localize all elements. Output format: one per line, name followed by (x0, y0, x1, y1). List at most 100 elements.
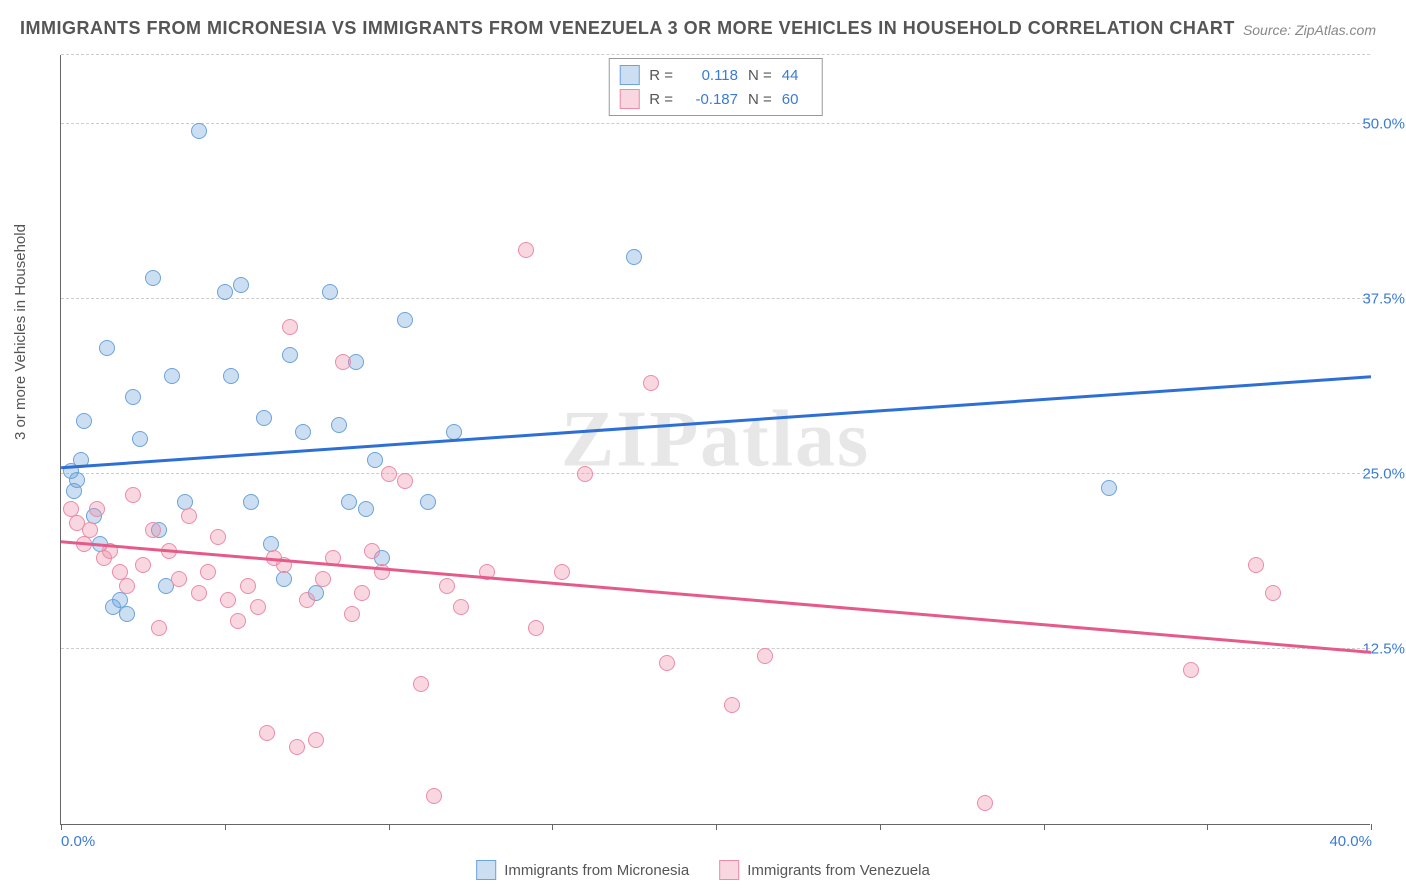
data-point (181, 508, 197, 524)
data-point (367, 452, 383, 468)
data-point (289, 739, 305, 755)
gridline (61, 54, 1370, 55)
data-point (233, 277, 249, 293)
gridline (61, 123, 1370, 124)
data-point (99, 340, 115, 356)
data-point (171, 571, 187, 587)
x-tick (880, 824, 881, 830)
data-point (308, 732, 324, 748)
data-point (358, 501, 374, 517)
gridline (61, 648, 1370, 649)
r-value: -0.187 (683, 91, 738, 108)
data-point (554, 564, 570, 580)
data-point (276, 571, 292, 587)
y-tick-label: 25.0% (1345, 466, 1405, 483)
n-value: 60 (782, 91, 812, 108)
data-point (397, 312, 413, 328)
r-label: R = (649, 67, 673, 84)
x-tick (1044, 824, 1045, 830)
data-point (643, 375, 659, 391)
data-point (413, 676, 429, 692)
y-axis-label: 3 or more Vehicles in Household (12, 224, 29, 440)
legend-item: Immigrants from Micronesia (476, 860, 689, 880)
data-point (164, 368, 180, 384)
data-point (439, 578, 455, 594)
n-label: N = (748, 67, 772, 84)
watermark-text: ZIPatlas (561, 394, 870, 485)
data-point (1248, 557, 1264, 573)
legend-item: Immigrants from Venezuela (719, 860, 930, 880)
data-point (344, 606, 360, 622)
data-point (1265, 585, 1281, 601)
stats-row: R =-0.187N =60 (619, 87, 812, 111)
data-point (223, 368, 239, 384)
legend-swatch (719, 860, 739, 880)
data-point (426, 788, 442, 804)
legend-swatch (476, 860, 496, 880)
data-point (69, 472, 85, 488)
data-point (322, 284, 338, 300)
data-point (191, 123, 207, 139)
data-point (217, 284, 233, 300)
data-point (125, 487, 141, 503)
data-point (151, 620, 167, 636)
x-axis-min-label: 0.0% (61, 833, 95, 850)
data-point (354, 585, 370, 601)
data-point (364, 543, 380, 559)
legend-swatch (619, 65, 639, 85)
data-point (119, 578, 135, 594)
data-point (145, 270, 161, 286)
x-tick (389, 824, 390, 830)
x-tick (716, 824, 717, 830)
data-point (230, 613, 246, 629)
y-tick-label: 50.0% (1345, 116, 1405, 133)
x-tick (225, 824, 226, 830)
data-point (282, 347, 298, 363)
source-citation: Source: ZipAtlas.com (1243, 22, 1376, 38)
legend-swatch (619, 89, 639, 109)
x-tick (61, 824, 62, 830)
n-value: 44 (782, 67, 812, 84)
data-point (420, 494, 436, 510)
data-point (1183, 662, 1199, 678)
data-point (659, 655, 675, 671)
data-point (295, 424, 311, 440)
data-point (89, 501, 105, 517)
data-point (518, 242, 534, 258)
data-point (256, 410, 272, 426)
data-point (119, 606, 135, 622)
data-point (125, 389, 141, 405)
data-point (259, 725, 275, 741)
data-point (220, 592, 236, 608)
data-point (299, 592, 315, 608)
stats-row: R = 0.118 N = 44 (619, 63, 812, 87)
x-tick (552, 824, 553, 830)
data-point (210, 529, 226, 545)
correlation-stats-legend: R = 0.118 N = 44R = -0.187 N = 60 (608, 58, 823, 116)
data-point (200, 564, 216, 580)
x-tick (1371, 824, 1372, 830)
data-point (577, 466, 593, 482)
data-point (757, 648, 773, 664)
chart-title: IMMIGRANTS FROM MICRONESIA VS IMMIGRANTS… (20, 18, 1235, 39)
data-point (315, 571, 331, 587)
data-point (381, 466, 397, 482)
n-label: N = (748, 91, 772, 108)
x-tick (1207, 824, 1208, 830)
gridline (61, 298, 1370, 299)
data-point (341, 494, 357, 510)
data-point (977, 795, 993, 811)
data-point (528, 620, 544, 636)
trend-line (61, 540, 1371, 653)
data-point (626, 249, 642, 265)
data-point (331, 417, 347, 433)
x-axis-max-label: 40.0% (1329, 833, 1372, 850)
legend-label: Immigrants from Micronesia (504, 862, 689, 879)
r-value: 0.118 (683, 67, 738, 84)
data-point (135, 557, 151, 573)
y-tick-label: 37.5% (1345, 291, 1405, 308)
data-point (724, 697, 740, 713)
data-point (145, 522, 161, 538)
data-point (240, 578, 256, 594)
data-point (397, 473, 413, 489)
